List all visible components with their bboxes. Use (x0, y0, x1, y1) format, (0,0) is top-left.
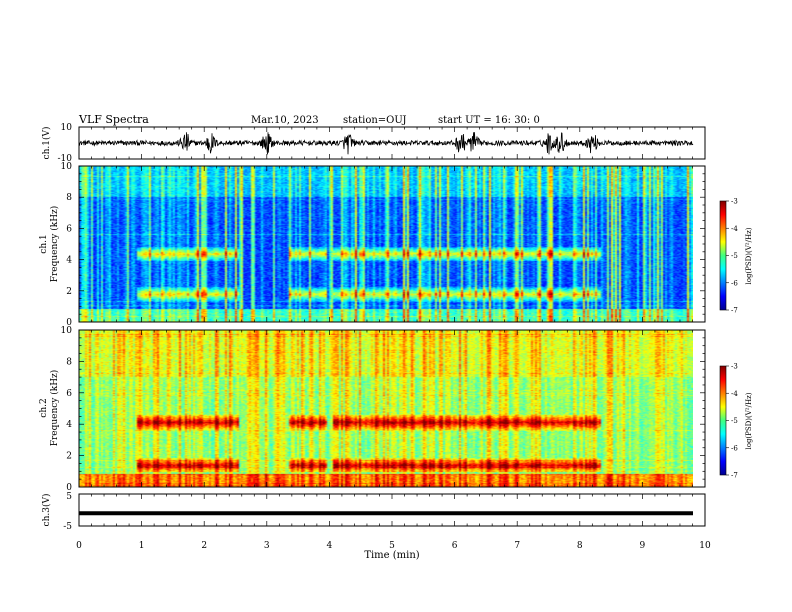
ch2-spectrogram-image (79, 330, 693, 487)
time-axis-ticklabel: 8 (577, 541, 583, 551)
ch2-colorbar-ticklabel: -3 (731, 363, 738, 371)
ch1-spectrogram-image (79, 166, 693, 322)
ch1-waveform-ticks (78, 127, 706, 159)
ch2-colorbar-ticklabel: -7 (731, 472, 738, 480)
ch2-spectrogram-ticks (78, 329, 706, 488)
ch1-colorbar-label: log(PSD)(V²/Hz) (745, 227, 753, 284)
ch1-colorbar-ticklabel: -3 (731, 198, 738, 206)
ch1-frequency-axis-label: Frequency (kHz) (49, 206, 60, 283)
ch1-colorbar-ticklabels: -3 -4 -5 -6 -7 (726, 198, 738, 315)
ch2-spectrogram-empty-strip (693, 330, 705, 487)
ch2-colorbar-ticklabel: -6 (731, 444, 738, 452)
ch1-spectrogram-ticks (78, 165, 706, 323)
ch2-frequency-ticklabels: 0 2 4 6 8 10 (61, 326, 73, 493)
ch1-ytick-label: 2 (66, 287, 72, 297)
time-axis-ticklabel: 10 (699, 541, 711, 551)
ch1-spectrogram-panel: 0 2 4 6 8 10 ch.1 Frequency (kHz) (39, 162, 706, 328)
ch3-waveform-panel: 5 -5 ch.3(V) (41, 492, 706, 532)
ch2-channel-label: ch.2 (39, 398, 49, 417)
ch2-ytick-label: 8 (66, 357, 72, 367)
ch1-colorbar-ticklabel: -5 (731, 252, 738, 260)
time-axis-ticklabel: 4 (327, 541, 333, 551)
time-axis-ticklabel: 9 (640, 541, 646, 551)
time-axis-ticklabel: 1 (139, 541, 145, 551)
ch1-channel-label: ch.1 (39, 234, 49, 253)
ch1-colorbar-gradient (719, 200, 727, 311)
ch1-colorbar: -3 -4 -5 -6 -7 log(PSD)(V²/Hz) (719, 198, 753, 315)
ch1-colorbar-ticklabel: -7 (731, 307, 738, 315)
ch3-ytick-top: 5 (66, 492, 72, 502)
ch2-colorbar-ticklabels: -3 -4 -5 -6 -7 (726, 363, 738, 480)
ch2-colorbar-gradient (719, 365, 727, 476)
station-label: station=OUJ (343, 115, 407, 126)
ch2-ytick-label: 0 (66, 483, 72, 493)
ch1-frequency-ticklabels: 0 2 4 6 8 10 (61, 162, 73, 328)
ch3-ytick-bottom: -5 (63, 522, 72, 532)
ch1-ytick-label: 8 (66, 193, 72, 203)
time-axis-ticklabel: 0 (76, 541, 82, 551)
ch1-ytick-label: 4 (66, 256, 72, 266)
ch1-waveform-ylabel: ch.1(V) (41, 127, 52, 160)
ch3-waveform-ticks (78, 494, 706, 526)
ch2-ytick-label: 4 (66, 420, 72, 430)
ch1-waveform-trace (79, 132, 694, 155)
ch2-colorbar-ticklabel: -4 (731, 390, 738, 398)
ch2-ytick-label: 6 (66, 389, 72, 399)
time-axis-ticklabel: 7 (514, 541, 520, 551)
ch1-ytick-label: 10 (61, 162, 73, 172)
ch2-colorbar: -3 -4 -5 -6 -7 log(PSD)(V²/Hz) (719, 363, 753, 480)
ch1-colorbar-ticklabel: -6 (731, 279, 738, 287)
ch1-waveform-panel: 10 -10 ch.1(V) (41, 123, 706, 164)
ch1-ytick-bottom: -10 (58, 154, 73, 164)
time-axis-label: Time (min) (364, 550, 419, 561)
start-time-label: start UT = 16: 30: 0 (438, 115, 540, 126)
time-axis-ticklabel: 2 (201, 541, 207, 551)
ch2-ytick-label: 2 (66, 452, 72, 462)
figure-title: VLF Spectra (78, 113, 149, 126)
time-axis-ticklabel: 5 (389, 541, 395, 551)
time-axis-ticklabel: 3 (264, 541, 270, 551)
ch1-ytick-label: 6 (66, 224, 72, 234)
ch2-ytick-label: 10 (61, 326, 73, 336)
ch1-colorbar-ticklabel: -4 (731, 225, 738, 233)
ch1-ytick-label: 0 (66, 318, 72, 328)
ch1-ytick-top: 10 (61, 123, 73, 133)
ch2-colorbar-label: log(PSD)(V²/Hz) (745, 392, 753, 449)
time-axis-ticklabels: 0 1 2 3 4 5 6 7 8 9 10 (76, 541, 711, 551)
ch3-waveform-background (79, 494, 705, 526)
time-axis-ticklabel: 6 (452, 541, 458, 551)
ch1-spectrogram-empty-strip (693, 166, 705, 322)
date-label: Mar.10, 2023 (251, 115, 319, 126)
ch2-frequency-axis-label: Frequency (kHz) (49, 370, 60, 447)
ch2-colorbar-ticklabel: -5 (731, 417, 738, 425)
ch2-spectrogram-panel: 0 2 4 6 8 10 ch.2 Frequency (kHz) (39, 326, 706, 493)
ch3-waveform-ylabel: ch.3(V) (41, 494, 52, 527)
